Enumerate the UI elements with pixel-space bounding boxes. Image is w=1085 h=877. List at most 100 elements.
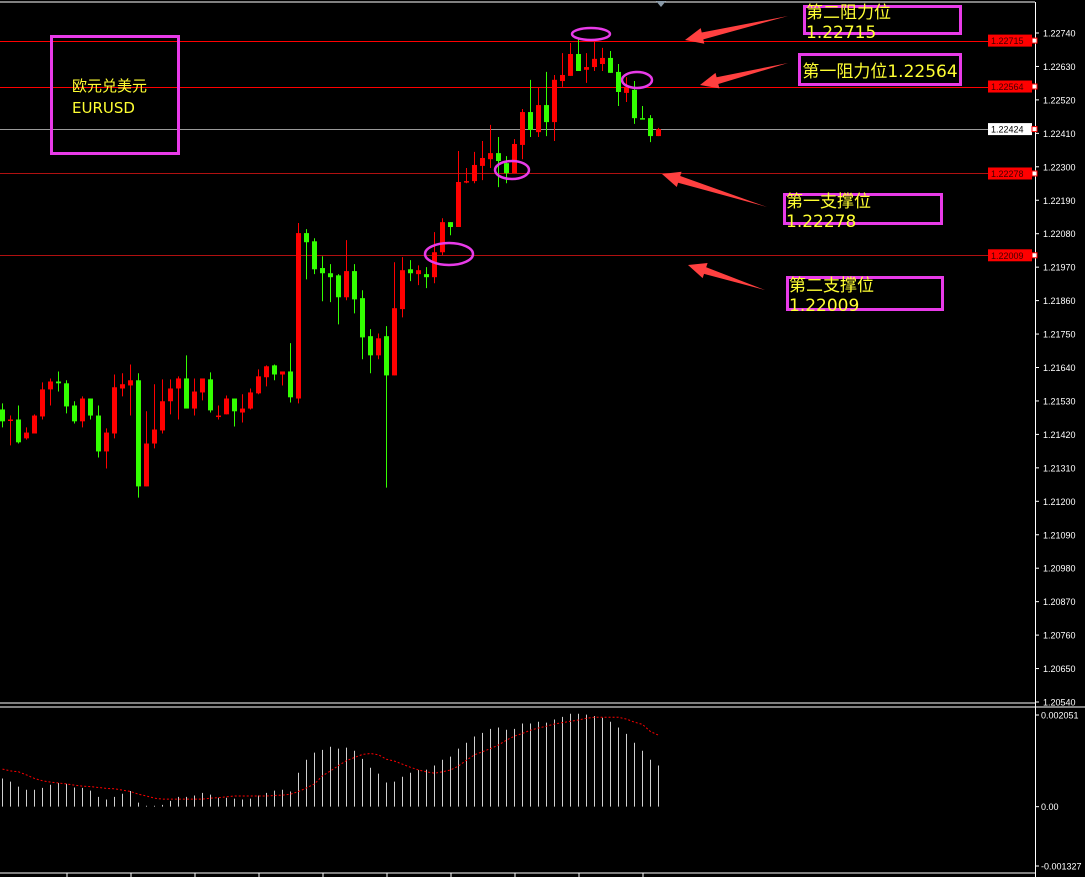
candle-body xyxy=(496,153,501,162)
candle-body xyxy=(464,181,469,183)
candle-body xyxy=(456,182,461,228)
price-label-bg xyxy=(988,123,1032,136)
arrow-icon xyxy=(662,171,767,207)
price-tick-label: 1.21640 xyxy=(1043,363,1076,373)
macd-tick-label: 0.00 xyxy=(1041,802,1059,812)
candle-body xyxy=(616,71,621,92)
bear-candle xyxy=(640,105,645,120)
candle-body xyxy=(152,429,157,444)
level-price-label: 1.22278 xyxy=(991,169,1024,179)
bear-candle xyxy=(288,343,293,403)
price-label-bg xyxy=(988,249,1032,262)
candle-body xyxy=(424,274,429,278)
bull-candle xyxy=(568,43,573,76)
candle-body xyxy=(592,58,597,68)
bull-candle xyxy=(176,376,181,420)
candles xyxy=(0,37,661,498)
bull-candle xyxy=(264,365,269,387)
candle-body xyxy=(208,379,213,411)
bull-candle xyxy=(552,74,557,141)
price-label-bg xyxy=(988,167,1032,180)
bear-candle xyxy=(544,71,549,137)
candle-body xyxy=(624,86,629,93)
bear-candle xyxy=(336,274,341,325)
bear-candle xyxy=(272,364,277,381)
bull-candle xyxy=(80,396,85,428)
candle-body xyxy=(232,398,237,412)
arrow-icon xyxy=(688,262,765,290)
bull-candle xyxy=(392,262,397,376)
bull-candle xyxy=(192,378,197,416)
bull-candle xyxy=(584,53,589,83)
candle-body xyxy=(552,79,557,123)
candle-body xyxy=(128,380,133,386)
bull-candle xyxy=(464,168,469,184)
bear-candle xyxy=(616,64,621,106)
price-tick-label: 1.22410 xyxy=(1043,129,1076,139)
candle-body xyxy=(288,371,293,398)
bear-candle xyxy=(328,264,333,303)
candle-body xyxy=(312,241,317,270)
bull-candle xyxy=(24,427,29,440)
highlight-ellipse xyxy=(570,26,612,42)
bull-candle xyxy=(216,405,221,420)
support-2-label: 第二支撑位1.22009 xyxy=(786,276,944,316)
price-tick-label: 1.21530 xyxy=(1043,396,1076,406)
candle-body xyxy=(640,118,645,120)
candle-body xyxy=(608,57,613,73)
price-tick-label: 1.20870 xyxy=(1043,597,1076,607)
price-label-bg xyxy=(988,34,1032,47)
candle-body xyxy=(56,381,61,384)
bull-candle xyxy=(144,411,149,487)
candle-body xyxy=(568,53,573,76)
price-tick-label: 1.22520 xyxy=(1043,95,1076,105)
symbol-name-cn: 欧元兑美元 xyxy=(72,77,148,95)
candle-body xyxy=(512,143,517,174)
candle-body xyxy=(416,270,421,275)
candle-body xyxy=(376,338,381,356)
candle-body xyxy=(200,378,205,393)
bear-candle xyxy=(312,238,317,275)
price-tick-label: 1.22190 xyxy=(1043,196,1076,206)
bull-candle xyxy=(48,378,53,406)
price-tick-label: 1.21970 xyxy=(1043,263,1076,273)
candle-body xyxy=(256,376,261,394)
candle-body xyxy=(304,233,309,243)
symbol-box: 欧元兑美元 EURUSD xyxy=(50,35,180,155)
bull-candle xyxy=(440,218,445,256)
macd-panel: 0.002051 0.00 -0.001327 xyxy=(2,711,1082,872)
candle-body xyxy=(16,419,21,443)
bear-candle xyxy=(208,372,213,413)
bull-candle xyxy=(240,394,245,423)
price-level-handle xyxy=(1031,252,1038,259)
candle-body xyxy=(576,53,581,72)
bull-candle xyxy=(256,369,261,395)
candle-body xyxy=(320,268,325,274)
level-price-label: 1.22715 xyxy=(991,36,1024,46)
bull-candle xyxy=(152,384,157,449)
price-tick-label: 1.21200 xyxy=(1043,497,1076,507)
bull-candle xyxy=(280,371,285,386)
bull-candle xyxy=(112,374,117,439)
bull-candle xyxy=(456,150,461,228)
candle-body xyxy=(168,388,173,402)
bear-candle xyxy=(16,405,21,444)
bull-candle xyxy=(296,223,301,404)
chart-shift-marker-icon[interactable] xyxy=(656,1,666,7)
candle-body xyxy=(384,336,389,376)
candle-body xyxy=(392,308,397,376)
bull-candle xyxy=(520,109,525,160)
price-level-handle xyxy=(1031,37,1038,44)
candle-body xyxy=(520,112,525,145)
candle-body xyxy=(112,387,117,434)
macd-tick-label: -0.001327 xyxy=(1041,862,1082,872)
price-label-bg xyxy=(988,80,1032,93)
price-tick-label: 1.21420 xyxy=(1043,430,1076,440)
candle-body xyxy=(632,89,637,119)
candle-body xyxy=(192,391,197,409)
bull-candle xyxy=(168,379,173,415)
candle-body xyxy=(600,57,605,65)
candle-body xyxy=(264,366,269,378)
candle-body xyxy=(136,380,141,487)
